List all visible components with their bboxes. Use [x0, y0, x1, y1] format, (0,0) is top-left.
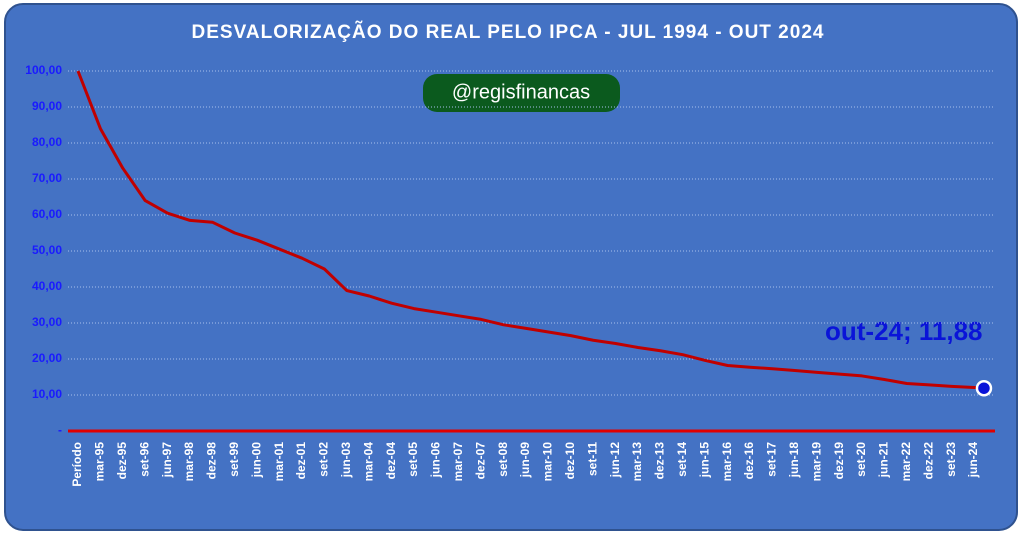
y-tick-label: -: [58, 423, 62, 437]
x-tick-label: dez-22: [921, 442, 935, 480]
x-tick-label: dez-07: [473, 442, 487, 480]
x-tick-label: Período: [70, 442, 84, 487]
x-tick-label: dez-19: [832, 442, 846, 480]
x-tick-label: dez-13: [653, 442, 667, 480]
x-tick-label: set-02: [317, 442, 331, 477]
x-tick-label: jun-03: [339, 442, 353, 479]
background: [4, 3, 1018, 531]
x-tick-label: set-14: [675, 442, 689, 477]
x-tick-label: jun-97: [160, 442, 174, 479]
line: [76, 70, 985, 390]
x-tick-label: set-23: [944, 442, 958, 477]
x-tick-label: jun-24: [966, 442, 980, 479]
x-tick-label: mar-19: [809, 442, 823, 482]
x-tick-label: set-20: [854, 442, 868, 477]
badge-box: [423, 74, 620, 112]
x-tick-label: set-17: [765, 442, 779, 477]
chart-title: DESVALORIZAÇÃO DO REAL PELO IPCA - JUL 1…: [192, 21, 825, 43]
x-tick-label: mar-98: [182, 442, 196, 482]
x-tick-label: mar-22: [899, 442, 913, 482]
x-tick-label: set-96: [137, 442, 151, 477]
x-tick-label: jun-12: [608, 442, 622, 479]
x-tick-label: set-05: [406, 442, 420, 477]
x-tick-label: dez-95: [115, 442, 129, 480]
x-tick-label: dez-16: [742, 442, 756, 480]
end-marker: [975, 379, 993, 397]
x-tick-label: jun-15: [697, 442, 711, 479]
y-tick-label: 50,00: [32, 243, 62, 257]
y-tick-label: 70,00: [32, 171, 62, 185]
y-tick-label: 100,00: [25, 63, 62, 77]
annotation: out-24; 11,88: [825, 316, 983, 346]
y-tick-label: 80,00: [32, 135, 62, 149]
x-tick-label: mar-04: [361, 442, 375, 482]
y-tick-label: 40,00: [32, 279, 62, 293]
x-tick-label: mar-16: [720, 442, 734, 482]
x-tick-label: dez-01: [294, 442, 308, 480]
x-tick-label: mar-95: [93, 442, 107, 482]
x-tick-label: jun-00: [249, 442, 263, 479]
x-tick-label: set-99: [227, 442, 241, 477]
x-tick-label: mar-07: [451, 442, 465, 482]
y-tick-label: 20,00: [32, 351, 62, 365]
y-tick-label: 10,00: [32, 387, 62, 401]
x-tick-label: set-11: [585, 442, 599, 476]
badge: @regisfinancas: [452, 81, 590, 103]
x-tick-label: mar-13: [630, 442, 644, 482]
x-tick-label: mar-10: [541, 442, 555, 482]
x-tick-label: mar-01: [272, 442, 286, 482]
x-tick-label: set-08: [496, 442, 510, 477]
x-tick-label: jun-06: [429, 442, 443, 479]
y-tick-label: 90,00: [32, 99, 62, 113]
y-tick-label: 60,00: [32, 207, 62, 221]
x-tick-label: jun-09: [518, 442, 532, 479]
x-tick-label: jun-18: [787, 442, 801, 479]
x-tick-label: dez-04: [384, 442, 398, 480]
x-tick-label: jun-21: [877, 442, 891, 479]
y-tick-label: 30,00: [32, 315, 62, 329]
x-tick-label: dez-10: [563, 442, 577, 480]
x-tick-label: dez-98: [205, 442, 219, 480]
